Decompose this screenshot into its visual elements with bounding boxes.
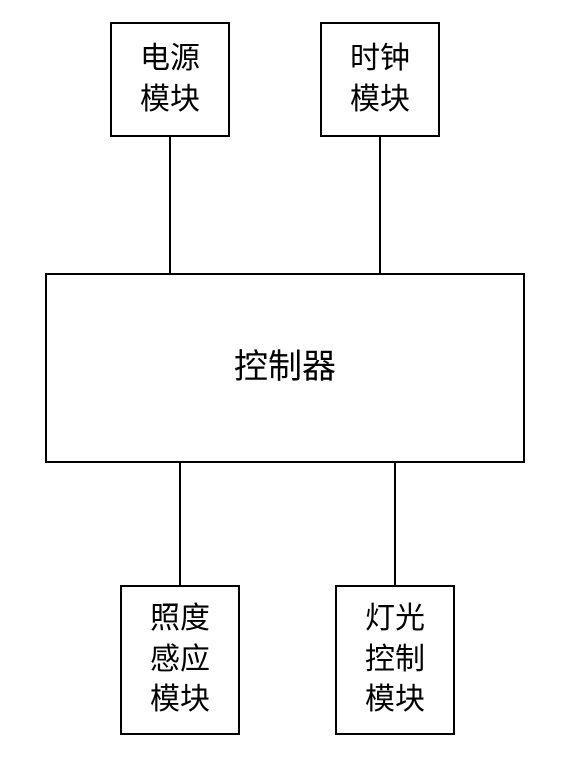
edge-controller-to-illum	[179, 463, 181, 585]
edge-power-to-controller	[169, 137, 171, 273]
node-power-module: 电源模块	[110, 22, 230, 137]
node-controller-label: 控制器	[234, 345, 336, 391]
node-clock-module: 时钟模块	[320, 22, 440, 137]
edge-controller-to-light	[394, 463, 396, 585]
node-light-control-module-label: 灯光控制模块	[365, 599, 425, 721]
node-clock-module-label: 时钟模块	[350, 39, 410, 120]
node-illuminance-module: 照度感应模块	[120, 585, 240, 735]
node-light-control-module: 灯光控制模块	[335, 585, 455, 735]
node-illuminance-module-label: 照度感应模块	[150, 599, 210, 721]
node-controller: 控制器	[45, 273, 525, 463]
edge-clock-to-controller	[379, 137, 381, 273]
node-power-module-label: 电源模块	[140, 39, 200, 120]
